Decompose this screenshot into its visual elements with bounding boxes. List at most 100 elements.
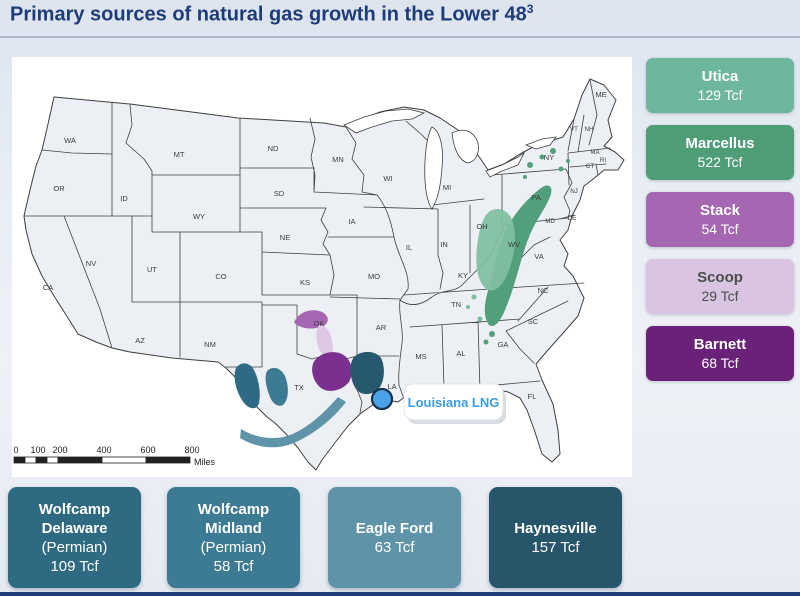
legend-bottom: Wolfcamp Delaware (Permian) 109 Tcf Wolfcamp… xyxy=(0,487,800,588)
state-label-NE: NE xyxy=(280,233,290,242)
state-label-FL: FL xyxy=(528,392,537,401)
state-label-ID: ID xyxy=(120,194,128,203)
play-region-scoop xyxy=(316,325,333,357)
state-label-NM: NM xyxy=(204,340,216,349)
state-label-SC: SC xyxy=(528,317,539,326)
state-label-WA: WA xyxy=(64,136,76,145)
legend-value: 29 Tcf xyxy=(701,288,739,304)
play-region-haynesville xyxy=(350,351,384,395)
state-label-NV: NV xyxy=(86,259,96,268)
state-label-CA: CA xyxy=(43,283,53,292)
play-region-barnett xyxy=(312,352,352,391)
legend-value: 54 Tcf xyxy=(701,221,739,237)
state-label-MI: MI xyxy=(443,183,451,192)
state-label-VA: VA xyxy=(534,252,543,261)
legend-name: Marcellus xyxy=(685,135,755,152)
page-title-superscript: 3 xyxy=(526,2,534,16)
legend-line: 58 Tcf xyxy=(213,557,254,575)
lng-marker xyxy=(370,387,394,411)
legend-line: Wolfcamp xyxy=(197,500,270,518)
page-title-text: Primary sources of natural gas growth in… xyxy=(10,3,527,26)
play-region-stack xyxy=(294,310,328,329)
state-label-WY: WY xyxy=(193,212,205,221)
svg-text:100: 100 xyxy=(30,445,45,455)
legend-name: Barnett xyxy=(693,336,747,353)
legend-box-wolfcamp: Wolfcamp Delaware (Permian) 109 Tcf xyxy=(8,487,141,588)
state-label-GA: GA xyxy=(498,340,509,349)
svg-text:400: 400 xyxy=(96,445,111,455)
legend-name: Stack xyxy=(699,202,741,219)
lower48-outline xyxy=(23,78,625,471)
state-label-IA: IA xyxy=(348,217,355,226)
state-label-MS: MS xyxy=(415,352,426,361)
state-label-UT: UT xyxy=(147,265,157,274)
legend-line: Eagle Ford xyxy=(355,519,434,537)
legend-name: Scoop xyxy=(697,269,743,286)
state-label-AL: AL xyxy=(456,349,465,358)
state-label-CT: CT xyxy=(586,163,594,170)
state-label-AR: AR xyxy=(376,323,387,332)
state-label-MT: MT xyxy=(174,150,185,159)
legend-box-barnett: Barnett 68 Tcf xyxy=(646,326,794,381)
scale-bar: 0 100 200 400 600 800 Miles xyxy=(13,445,215,467)
state-label-NY: NY xyxy=(544,153,554,162)
svg-text:600: 600 xyxy=(140,445,155,455)
state-label-WI: WI xyxy=(383,174,392,183)
state-label-TX: TX xyxy=(294,383,304,392)
state-label-MN: MN xyxy=(332,155,344,164)
legend-box-eagle-ford: Eagle Ford 63 Tcf xyxy=(328,487,461,588)
lng-callout-label: Louisiana LNG xyxy=(408,395,500,410)
legend-line: (Permian) xyxy=(200,538,267,556)
great-lakes xyxy=(343,108,557,210)
state-label-KY: KY xyxy=(458,271,468,280)
state-label-MA: MA xyxy=(590,149,600,156)
state-label-NC: NC xyxy=(538,286,549,295)
play-region-marcellus xyxy=(484,185,552,326)
svg-text:0: 0 xyxy=(13,445,18,455)
play-region-wolfcamp-delaware xyxy=(234,363,260,409)
legend-line: 109 Tcf xyxy=(50,557,99,575)
bottom-accent-strip xyxy=(0,592,800,596)
legend-line: Midland xyxy=(205,519,262,537)
svg-text:200: 200 xyxy=(52,445,67,455)
state-label-WV: WV xyxy=(508,240,520,249)
state-label-KS: KS xyxy=(300,278,310,287)
play-region-wolfcamp-midland xyxy=(265,367,288,406)
state-label-LA: LA xyxy=(387,382,396,391)
state-label-NJ: NJ xyxy=(570,188,578,195)
state-label-NH: NH xyxy=(585,126,594,133)
state-label-OR: OR xyxy=(53,184,65,193)
marcellus-outlier-dots xyxy=(483,148,570,345)
title-divider xyxy=(0,36,800,38)
state-label-IN: IN xyxy=(440,240,448,249)
state-label-PA: PA xyxy=(531,193,540,202)
state-label-OK: OK xyxy=(314,319,325,328)
legend-line: (Permian) xyxy=(41,538,108,556)
legend-line: Haynesville xyxy=(514,519,597,537)
state-label-CO: CO xyxy=(215,272,226,281)
utica-outlier-dots xyxy=(466,294,483,322)
legend-value: 522 Tcf xyxy=(697,154,743,170)
legend-box-marcellus: Marcellus 522 Tcf xyxy=(646,125,794,180)
legend-box-haynesville: Haynesville 157 Tcf xyxy=(489,487,622,588)
state-labels: WA OR CA NV ID MT WY UT AZ CO NM ND SD NE KS OK TX MN IA MO… xyxy=(43,90,607,401)
legend-box-utica: Utica 129 Tcf xyxy=(646,58,794,113)
page-title: Primary sources of natural gas growth in… xyxy=(10,2,790,27)
legend-value: 68 Tcf xyxy=(701,355,739,371)
state-label-VT: VT xyxy=(570,126,578,133)
legend-box-wolfcamp: Wolfcamp Midland (Permian) 58 Tcf xyxy=(167,487,300,588)
state-label-ND: ND xyxy=(268,144,279,153)
legend-line: Wolfcamp xyxy=(38,500,111,518)
legend-line: 63 Tcf xyxy=(374,538,415,556)
state-label-MO: MO xyxy=(368,272,380,281)
legend-value: 129 Tcf xyxy=(697,87,743,103)
state-label-IL: IL xyxy=(406,243,412,252)
lng-callout: Louisiana LNG xyxy=(403,383,506,424)
play-region-eagle-ford xyxy=(240,397,346,448)
state-label-DE: DE xyxy=(568,215,577,222)
state-label-AZ: AZ xyxy=(135,336,145,345)
state-label-OH: OH xyxy=(476,222,487,231)
legend-name: Utica xyxy=(701,68,739,85)
legend-box-stack: Stack 54 Tcf xyxy=(646,192,794,247)
legend-line: Delaware xyxy=(41,519,108,537)
